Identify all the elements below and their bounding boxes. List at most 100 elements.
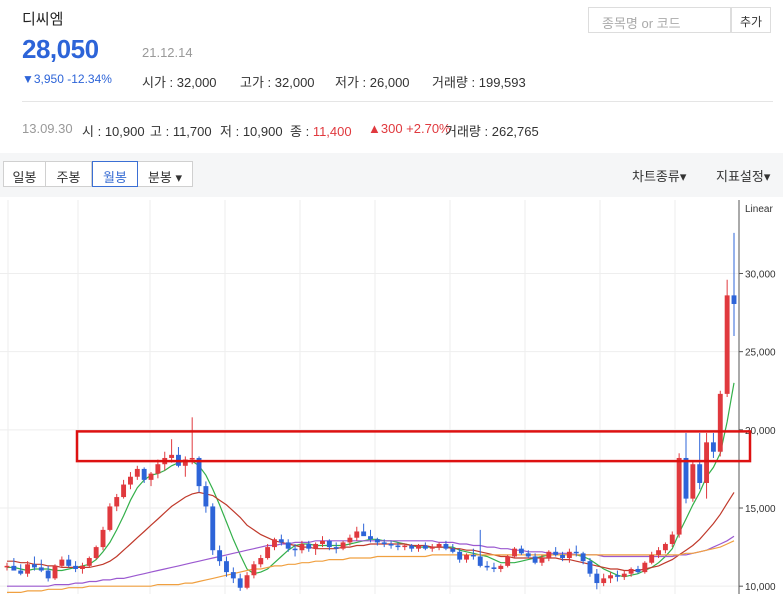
candle-body bbox=[100, 529, 106, 548]
candle-body bbox=[532, 556, 538, 563]
add-button[interactable]: 추가 bbox=[731, 7, 771, 33]
candle-body bbox=[347, 537, 353, 543]
candle-body bbox=[731, 295, 737, 304]
candle-body bbox=[457, 551, 463, 560]
candle-body bbox=[395, 545, 401, 548]
low-value: 26,000 bbox=[369, 75, 410, 90]
candle-body bbox=[416, 545, 421, 549]
hover-open: 시 : 10,900 bbox=[82, 124, 145, 139]
candle-body bbox=[505, 556, 511, 566]
hover-volume: 거래량 : 262,765 bbox=[445, 124, 539, 139]
candle-body bbox=[642, 562, 648, 573]
candle-body bbox=[114, 497, 120, 507]
tab-daily[interactable]: 일봉 bbox=[3, 161, 46, 187]
candle-body bbox=[169, 454, 175, 458]
candles bbox=[4, 232, 737, 591]
high-value: 32,000 bbox=[274, 75, 315, 90]
candle-body bbox=[141, 468, 147, 480]
moving-averages bbox=[7, 382, 735, 593]
candle-body bbox=[512, 548, 517, 557]
open-label: 시가 bbox=[142, 75, 166, 90]
volume-label: 거래량 bbox=[432, 75, 468, 90]
volume-value: 199,593 bbox=[478, 75, 526, 90]
candle-body bbox=[93, 547, 99, 559]
candle-body bbox=[4, 565, 10, 568]
low-label: 저가 bbox=[335, 75, 359, 90]
candle-body bbox=[11, 565, 17, 571]
candle-body bbox=[285, 542, 291, 549]
candle-body bbox=[477, 556, 483, 566]
candle-body bbox=[409, 545, 415, 549]
candle-body bbox=[429, 547, 435, 549]
candle-body bbox=[182, 459, 188, 466]
candle-body bbox=[717, 393, 723, 452]
hover-date: 13.09.30 bbox=[22, 121, 73, 136]
candle-body bbox=[86, 558, 92, 566]
hover-high: 고 : 11,700 bbox=[150, 124, 212, 139]
candle-body bbox=[320, 540, 325, 544]
candle-body bbox=[498, 565, 504, 569]
candle-body bbox=[436, 543, 442, 548]
candle-body bbox=[388, 543, 394, 546]
hover-low: 저 : 10,900 bbox=[220, 124, 283, 139]
candle-body bbox=[450, 548, 456, 552]
candle-body bbox=[128, 476, 133, 485]
candle-body bbox=[38, 567, 44, 571]
candle-body bbox=[608, 575, 613, 579]
candle-body bbox=[594, 573, 600, 584]
candle-body bbox=[704, 442, 710, 483]
open-stat: 시가 : 32,000 bbox=[142, 75, 217, 90]
candle-body bbox=[621, 573, 627, 577]
candle-body bbox=[518, 548, 524, 554]
chart-type-menu[interactable]: 차트종류▾ bbox=[632, 169, 687, 184]
volume-stat: 거래량 : 199,593 bbox=[432, 75, 526, 90]
candle-body bbox=[635, 568, 641, 573]
scale-label: Linear bbox=[745, 204, 773, 215]
candle-body bbox=[148, 473, 154, 480]
y-tick-label: 15,000 bbox=[745, 504, 776, 515]
candle-body bbox=[560, 554, 565, 559]
candle-body bbox=[134, 468, 140, 477]
candle-body bbox=[189, 457, 195, 460]
candle-body bbox=[464, 554, 469, 560]
candle-body bbox=[573, 551, 579, 554]
high-stat: 고가 : 32,000 bbox=[240, 75, 315, 90]
divider bbox=[22, 101, 773, 102]
candle-body bbox=[196, 457, 202, 487]
candle-body bbox=[491, 567, 497, 569]
tab-minute[interactable]: 분봉 ▾ bbox=[138, 161, 193, 187]
hover-low-label: 저 bbox=[220, 124, 232, 139]
tab-monthly[interactable]: 월봉 bbox=[92, 161, 138, 187]
tab-weekly[interactable]: 주봉 bbox=[46, 161, 92, 187]
candle-body bbox=[230, 572, 236, 579]
search-input[interactable]: 종목명 or 코드 bbox=[588, 7, 731, 33]
candle-body bbox=[272, 539, 277, 548]
y-tick-label: 10,000 bbox=[745, 582, 776, 593]
hover-low-value: 10,900 bbox=[242, 124, 283, 139]
candle-body bbox=[107, 506, 113, 530]
hover-open-value: 10,900 bbox=[104, 124, 145, 139]
hover-high-value: 11,700 bbox=[172, 124, 212, 139]
candle-body bbox=[340, 542, 346, 549]
candle-body bbox=[244, 575, 250, 588]
candle-body bbox=[553, 551, 559, 555]
candle-body bbox=[237, 578, 243, 588]
candle-body bbox=[649, 554, 655, 563]
indicator-menu[interactable]: 지표설정▾ bbox=[716, 169, 771, 184]
candle-body bbox=[628, 568, 634, 574]
candle-body bbox=[299, 543, 305, 551]
ma20-line bbox=[7, 491, 735, 572]
candle-body bbox=[580, 553, 586, 562]
candle-body bbox=[313, 543, 319, 549]
hover-close-label: 종 bbox=[290, 124, 302, 139]
hover-open-label: 시 bbox=[82, 124, 94, 139]
resistance-highlight-box bbox=[75, 430, 752, 463]
high-label: 고가 bbox=[240, 75, 264, 90]
candlestick-chart[interactable]: Linear 10,000 15,000 20,000 25,000 30,000 bbox=[0, 200, 783, 594]
candle-body bbox=[18, 570, 24, 574]
candle-body bbox=[381, 542, 387, 544]
candle-body bbox=[217, 550, 223, 562]
candle-body bbox=[278, 539, 284, 543]
y-tick-label: 20,000 bbox=[745, 426, 776, 437]
candle-body bbox=[73, 565, 79, 569]
